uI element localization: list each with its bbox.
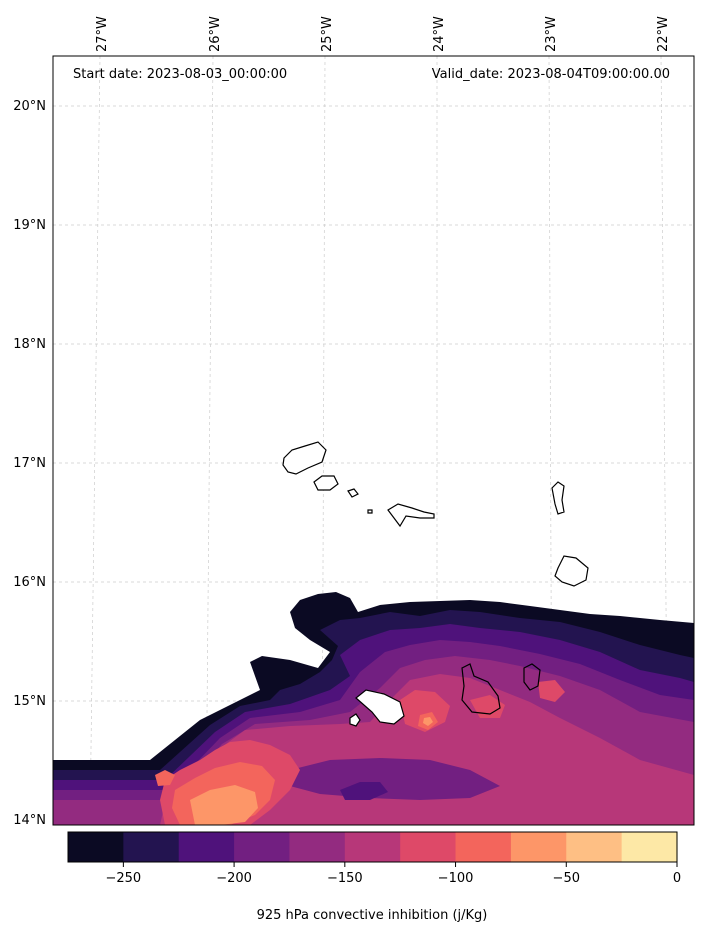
cin-band-150-125 (160, 674, 694, 825)
colorbar-swatch (510, 832, 567, 862)
start-date-label: Start date: 2023-08-03_00:00:00 (73, 67, 287, 82)
lon-tick-label: 26°W (208, 16, 223, 52)
island-santo-antao (282, 441, 327, 475)
island-boa-vista (554, 555, 589, 587)
lat-tick-label: 14°N (13, 813, 46, 828)
colorbar-swatch (566, 832, 623, 862)
lon-tick-label: 25°W (320, 16, 335, 52)
island-brava (370, 576, 386, 598)
colorbar-swatch (455, 832, 512, 862)
lat-tick-label: 18°N (13, 337, 46, 352)
colorbar-tick-label: −200 (216, 871, 252, 886)
island-sao-nicolau (387, 503, 435, 528)
island-fogo (355, 689, 405, 725)
lat-tick-label: 15°N (13, 694, 46, 709)
meridian-27w (89, 56, 101, 825)
island-raso (367, 509, 373, 514)
island-sal (551, 481, 565, 515)
map-frame (52, 55, 695, 826)
meridian-25w (321, 56, 326, 825)
colorbar-title: 925 hPa convective inhibition (j/Kg) (257, 908, 488, 923)
colorbar-swatch (344, 832, 401, 862)
colorbar-swatch (178, 832, 235, 862)
colorbar-tick-label: −100 (438, 871, 474, 886)
lat-tick-label: 19°N (13, 218, 46, 233)
cin-band-75-50-b (423, 717, 433, 726)
meridian-23w (548, 56, 553, 825)
lon-tick-labels: 27°W 26°W 25°W 24°W 23°W 22°W (95, 16, 671, 52)
lon-tick-label: 24°W (432, 16, 447, 52)
island-santiago (461, 663, 501, 715)
island-sao-vicente (313, 475, 339, 491)
cin-filled-contours (53, 592, 694, 825)
lat-tick-label: 20°N (13, 99, 46, 114)
cin-band-100-75-b (155, 770, 175, 786)
cin-band-125-100-d (538, 680, 565, 702)
valid-date-label: Valid_date: 2023-08-04T09:00:00.00 (432, 67, 670, 82)
colorbar-frame (67, 831, 678, 863)
colorbar-ticks: −250 −200 −150 −100 −50 0 (106, 862, 681, 886)
lon-tick-label: 23°W (544, 16, 559, 52)
colorbar-swatch (400, 832, 457, 862)
island-maio (523, 663, 541, 691)
colorbar-swatch (68, 832, 124, 862)
colorbar-tick-label: −50 (553, 871, 580, 886)
coastlines (282, 441, 589, 727)
colorbar-swatch (289, 832, 346, 862)
cin-pocket-south-core (340, 782, 388, 800)
lon-tick-label: 22°W (656, 16, 671, 52)
meridian-26w (205, 56, 214, 825)
lat-tick-labels: 20°N 19°N 18°N 17°N 16°N 15°N 14°N (13, 99, 46, 828)
colorbar-swatch (123, 832, 180, 862)
colorbar-tick-label: −250 (106, 871, 142, 886)
colorbar-swatch (234, 832, 291, 862)
colorbar: −250 −200 −150 −100 −50 0 925 hPa convective … (67, 831, 681, 923)
lon-tick-label: 27°W (95, 16, 110, 52)
colorbar-tick-label: −150 (327, 871, 363, 886)
island-santa-luzia (347, 488, 359, 498)
cin-band-75-50 (190, 785, 258, 825)
lat-tick-label: 16°N (13, 575, 46, 590)
colorbar-swatch (621, 832, 678, 862)
meridian-22w (660, 56, 669, 825)
island-small-fogo-w (349, 713, 361, 727)
map-panel (52, 55, 695, 826)
lat-tick-label: 17°N (13, 456, 46, 471)
colorbar-swatches (68, 832, 678, 862)
colorbar-tick-label: 0 (673, 871, 681, 886)
